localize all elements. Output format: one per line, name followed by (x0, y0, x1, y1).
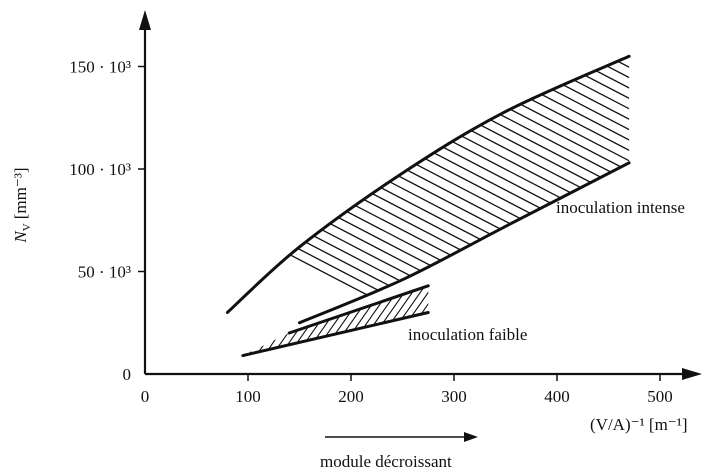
series-inoculation-intense-lower-bound (298, 161, 631, 325)
x-tick-label: 200 (338, 387, 364, 406)
hatch-line (559, 56, 630, 323)
y-axis-label: NV [mm⁻³] (11, 167, 33, 243)
y-axis-label-unit: [mm⁻³] (11, 167, 30, 219)
hatch-line (242, 285, 429, 356)
hatch-line (560, 0, 720, 470)
hatch-line (227, 56, 630, 323)
hatch-line (242, 285, 429, 356)
hatch-line (672, 0, 720, 470)
hatch-line (456, 0, 720, 470)
hatch-line (242, 285, 314, 356)
hatch-line (499, 56, 630, 323)
hatch-line (242, 285, 429, 356)
module-decroissant-label: module décroissant (320, 452, 452, 470)
hatch-line (242, 285, 429, 356)
y-tick-label: 150 · 10³ (69, 58, 131, 77)
hatch-line (432, 0, 720, 470)
y-tick-label: 50 · 10³ (78, 263, 131, 282)
hatch-line (242, 285, 429, 356)
hatch-line (242, 285, 429, 356)
hatch-line (504, 0, 720, 470)
hatch-line (242, 285, 322, 356)
hatch-line (351, 285, 429, 356)
hatch-line (464, 0, 720, 470)
series-inoculation-intense-upper-bound (225, 54, 631, 314)
hatch-line (632, 0, 720, 470)
hatch-line (343, 285, 429, 356)
hatch-line (700, 0, 720, 468)
y-axis-label-symbol: N (11, 230, 30, 244)
hatch-line (0, 0, 1, 470)
hatch-line (242, 285, 429, 356)
hatch-line (568, 0, 720, 470)
hatch-line (242, 285, 330, 356)
hatch-line (359, 285, 429, 356)
tick-group: 0 100 200 300 400 500 0 50 · 10³ 100 · 10³ 150 · … (69, 58, 673, 407)
y-tick-label: 100 · 10³ (69, 160, 131, 179)
hatch-line (688, 0, 720, 470)
hatch-line (255, 285, 429, 356)
hatch-line (439, 56, 630, 323)
hatch-line (242, 285, 429, 356)
hatch-line (242, 285, 346, 356)
hatch-line (227, 56, 630, 323)
hatch-line (0, 0, 9, 470)
hatch-line (680, 0, 720, 468)
x-axis-label: (V/A)⁻¹ [m⁻¹] (590, 415, 688, 434)
hatch-line (242, 285, 338, 356)
hatch-line (242, 285, 274, 356)
hatch-line (680, 0, 720, 470)
series-inoculation-faible-lower-bound (241, 311, 430, 358)
x-tick-label: 500 (647, 387, 673, 406)
hatch-line (242, 285, 266, 356)
y-axis-arrowhead (139, 10, 151, 30)
hatch-line (488, 0, 720, 470)
hatch-line (0, 0, 65, 470)
x-axis-arrowhead (682, 368, 702, 380)
hatch-line (696, 0, 720, 470)
boundary-group (225, 54, 631, 358)
hatch-line (712, 0, 720, 470)
y-axis-label-group: NV [mm⁻³] (11, 167, 33, 243)
hatch-line (496, 0, 720, 470)
module-decroissant-arrowhead (464, 432, 478, 442)
x-tick-label: 400 (544, 387, 570, 406)
x-tick-label: 0 (141, 387, 150, 406)
series-label-inoculation-faible: inoculation faible (408, 325, 527, 344)
hatch-line (459, 56, 630, 323)
series-label-inoculation-intense: inoculation intense (556, 198, 685, 217)
hatch-line (440, 0, 720, 470)
hatch-line (552, 0, 720, 470)
hatch-line (327, 285, 429, 356)
hatch-line (242, 285, 429, 356)
y-axis-label-subscript: V (21, 223, 33, 231)
x-tick-label: 100 (235, 387, 261, 406)
hatch-line (480, 0, 720, 470)
hatch-line (227, 56, 630, 323)
hatch-line (544, 0, 720, 470)
hatch-line (704, 0, 720, 470)
hatch-line (423, 285, 429, 356)
y-tick-label: 0 (123, 365, 132, 384)
x-tick-label: 300 (441, 387, 467, 406)
series-inoculation-faible-upper-bound (287, 284, 430, 335)
hatch-line (242, 285, 429, 356)
